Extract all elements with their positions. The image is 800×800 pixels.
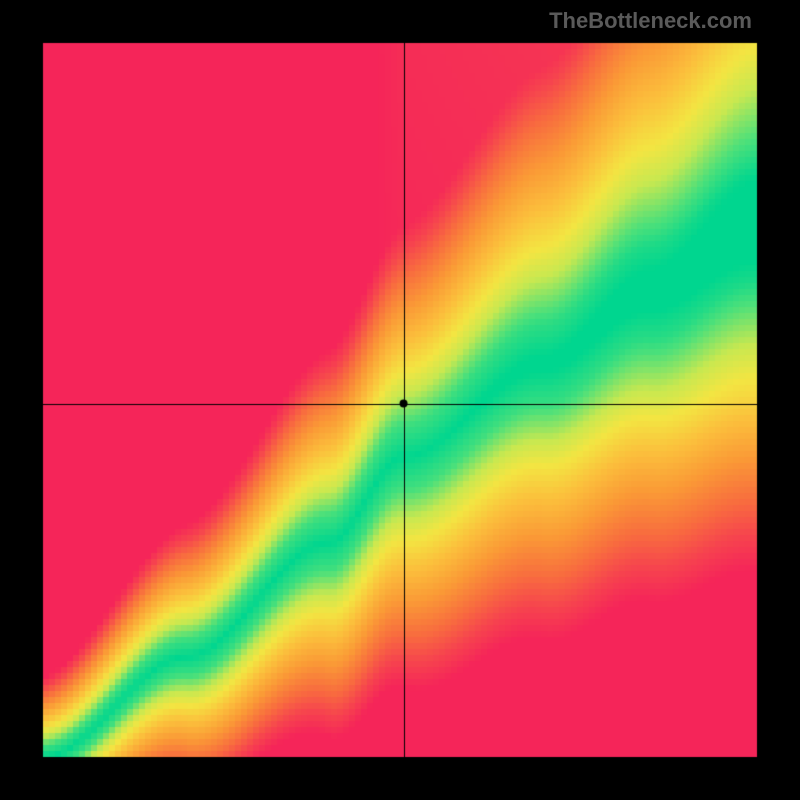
watermark-text: TheBottleneck.com xyxy=(549,8,752,34)
bottleneck-heatmap xyxy=(0,0,800,800)
chart-container: TheBottleneck.com xyxy=(0,0,800,800)
